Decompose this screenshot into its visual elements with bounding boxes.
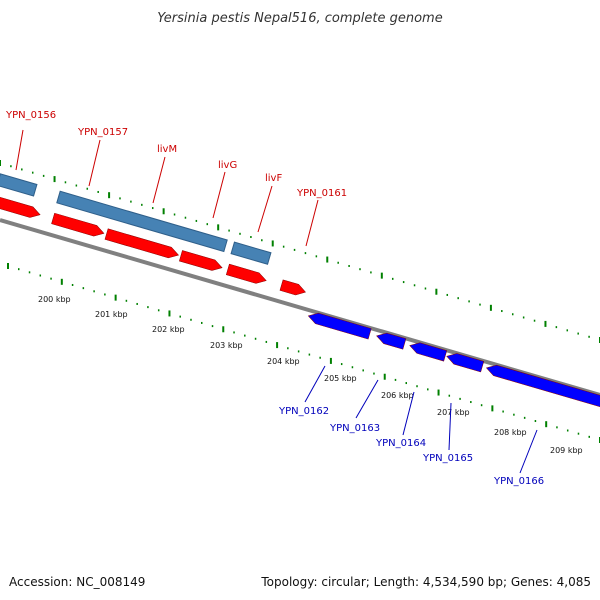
callout-line (88, 139, 101, 187)
outer-tick-ring (0, 160, 600, 343)
scale-label: 206 kbp (381, 391, 414, 400)
forward-gene-arrow (51, 212, 105, 237)
reverse-gene-arrow (485, 364, 600, 408)
reverse-gene-arrow (446, 353, 485, 373)
scale-label: 207 kbp (437, 408, 470, 417)
genome-backbone (0, 218, 600, 397)
cds-block (56, 190, 228, 253)
gene-label-ypn-0164: YPN_0164 (375, 438, 426, 449)
callout-line (304, 365, 326, 403)
accession-label: Accession: NC_008149 (9, 575, 145, 589)
map-title: Yersinia pestis Nepal516, complete genom… (157, 11, 442, 26)
callout-line (257, 185, 273, 233)
reverse-gene-arrow (307, 312, 372, 340)
gene-label-ypn-0161: YPN_0161 (296, 188, 347, 199)
forward-gene-callouts (15, 129, 319, 247)
genome-summary: Topology: circular; Length: 4,534,590 bp… (260, 575, 591, 589)
inner-tick-ring (7, 263, 600, 443)
gene-label-ypn-0163: YPN_0163 (329, 423, 380, 434)
gene-label-ypn-0162: YPN_0162 (278, 406, 329, 417)
forward-gene-arrow (225, 263, 267, 284)
forward-gene-arrow (179, 250, 223, 271)
cds-block (230, 241, 272, 265)
scale-label: 203 kbp (210, 341, 243, 350)
callout-line (305, 199, 319, 247)
reverse-gene-callouts (304, 365, 538, 474)
forward-gene-arrow (0, 196, 41, 218)
gene-label-livg: livG (218, 160, 237, 171)
callout-line (402, 391, 415, 436)
gene-label-livf: livF (265, 173, 282, 184)
scale-label: 208 kbp (494, 428, 527, 437)
callout-line (448, 402, 452, 451)
reverse-gene-arrow (409, 342, 448, 362)
callout-line (355, 379, 379, 419)
scale-label: 209 kbp (550, 446, 583, 455)
callout-line (152, 156, 166, 204)
reverse-genes (307, 312, 600, 408)
gene-label-livm: livM (157, 144, 177, 155)
callout-line (519, 429, 538, 474)
forward-gene-arrow (104, 228, 179, 259)
forward-genes (0, 196, 306, 296)
scale-label: 202 kbp (152, 325, 185, 334)
callout-line (15, 129, 24, 171)
scale-label: 200 kbp (38, 295, 71, 304)
callout-line (212, 171, 226, 219)
cds-track (0, 173, 272, 265)
reverse-gene-arrow (376, 332, 407, 350)
cds-block (0, 173, 38, 197)
gene-label-ypn-0157: YPN_0157 (77, 127, 128, 138)
gene-label-ypn-0165: YPN_0165 (422, 453, 473, 464)
gene-label-ypn-0156: YPN_0156 (5, 110, 56, 121)
gene-label-ypn-0166: YPN_0166 (493, 476, 544, 487)
scale-label: 205 kbp (324, 374, 357, 383)
scale-labels: 200 kbp 201 kbp 202 kbp 203 kbp 204 kbp … (38, 295, 583, 455)
scale-label: 201 kbp (95, 310, 128, 319)
scale-label: 204 kbp (267, 357, 300, 366)
forward-gene-arrow (279, 279, 306, 296)
